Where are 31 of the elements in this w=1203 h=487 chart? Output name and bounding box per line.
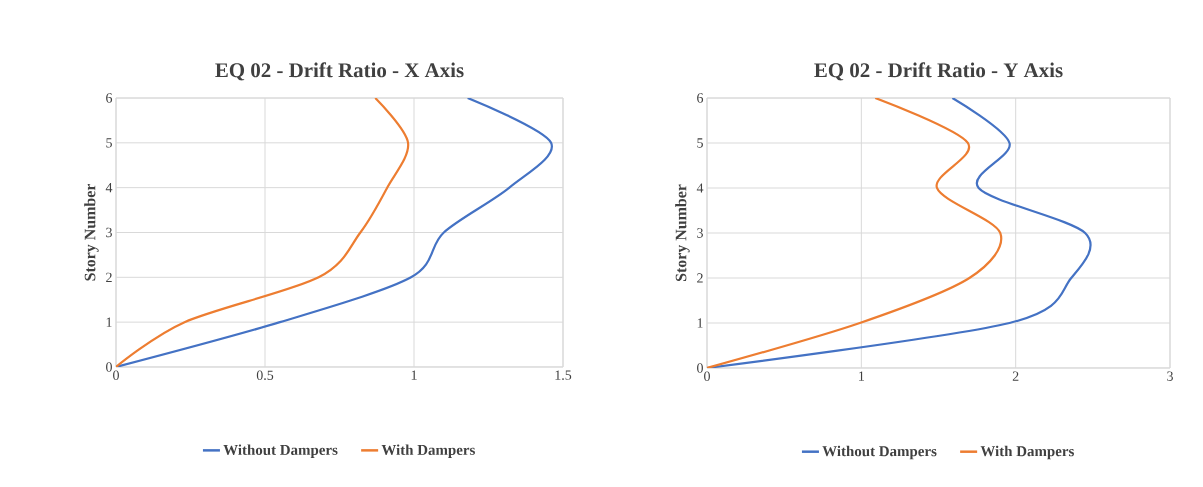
y-axis-title: Story Number xyxy=(84,183,99,281)
x-tick-label: 2 xyxy=(1012,371,1019,381)
x-tick-label: 1 xyxy=(411,370,417,380)
y-tick-label: 0 xyxy=(697,363,703,373)
line-series xyxy=(707,97,1003,368)
y-tick-label: 6 xyxy=(106,93,113,103)
legend-label: Without Dampers xyxy=(223,444,338,458)
legend-label: With Dampers xyxy=(381,444,475,458)
y-tick-label: 0 xyxy=(106,362,112,372)
y-tick-label: 5 xyxy=(106,138,112,148)
y-tick-label: 4 xyxy=(105,183,113,193)
line-series xyxy=(116,97,553,367)
y-tick-label: 5 xyxy=(697,138,703,148)
legend-label: With Dampers xyxy=(980,445,1074,460)
y-tick-label: 2 xyxy=(106,272,112,282)
line-series xyxy=(116,97,410,367)
y-tick-label: 6 xyxy=(697,93,704,103)
y-axis-title: Story Number xyxy=(675,184,690,282)
legend-label: Without Dampers xyxy=(822,445,937,460)
x-tick-label: 1.5 xyxy=(555,370,572,380)
x-tick-label: 1 xyxy=(859,371,864,381)
y-tick-label: 3 xyxy=(697,228,703,238)
y-tick-label: 1 xyxy=(697,318,703,328)
y-tick-label: 1 xyxy=(106,317,112,327)
y-tick-label: 2 xyxy=(697,273,703,283)
chart-title: EQ 02 - Drift Ratio - Y Axis xyxy=(814,62,1063,81)
x-tick-label: 3 xyxy=(1167,371,1173,381)
y-tick-label: 4 xyxy=(696,183,704,193)
x-tick-label: 0.5 xyxy=(256,370,274,380)
y-tick-label: 3 xyxy=(106,227,112,238)
chart-title: EQ 02 - Drift Ratio - X Axis xyxy=(215,62,464,81)
